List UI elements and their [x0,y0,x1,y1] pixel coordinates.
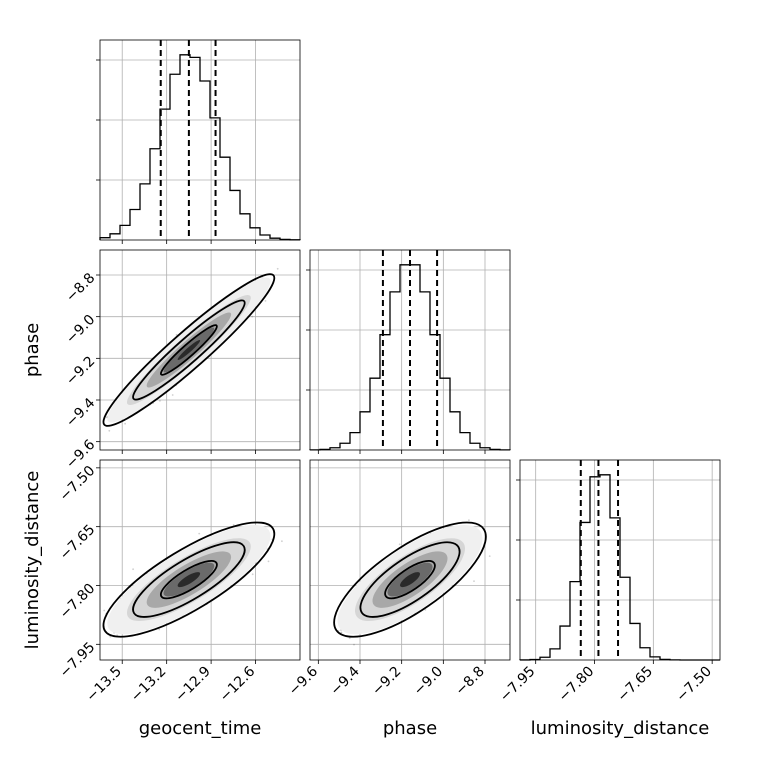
x-tick-label: −9.4 [327,663,362,698]
y-axis-label-luminosity_distance: luminosity_distance [22,471,43,650]
scatter-point [124,422,126,425]
y-tick-label: −7.95 [57,639,99,681]
x-tick-label: −9.0 [411,664,446,699]
y-tick-label: −8.8 [63,270,98,305]
x-tick-label: −9.2 [369,664,404,699]
panel-phase [306,249,511,454]
scatter-point [82,437,84,439]
y-tick-label: −9.0 [63,312,98,347]
scatter-point [158,628,161,631]
x-tick-label: −12.6 [217,663,259,705]
x-axis-label-geocent_time: geocent_time [139,718,262,739]
x-tick-label: −7.95 [497,664,539,706]
x-tick-label: −7.50 [673,664,715,706]
contour-0.86 [359,541,461,618]
scatter-point [340,631,343,634]
scatter-point [251,315,254,318]
contour-0.99 [102,521,276,638]
x-tick-label: −13.2 [128,664,170,706]
x-tick-label: −7.65 [615,664,657,706]
panel-frame [99,459,301,661]
panel-luminosity_distance: −7.95 −7.80 −7.65 −7.50 [497,459,721,706]
scatter-point [516,530,518,532]
x-tick-label: −12.9 [172,664,214,706]
density-shade [177,340,201,361]
contour-0.86 [132,299,246,401]
y-tick-label: −7.65 [57,522,99,564]
panel-geocent_time [96,39,301,244]
y-tick-label: −9.6 [63,437,98,472]
scatter-point [103,609,106,612]
scatter-points [93,521,283,638]
scatter-points [82,267,279,439]
histogram-geocent_time [99,54,301,241]
contour-0.99 [102,273,276,427]
scatter-points [333,519,518,646]
panel-frame [99,249,301,451]
histogram-luminosity_distance [519,474,720,661]
scatter-point [264,300,267,302]
y-axis-label-phase: phase [22,323,43,377]
contour-0.39 [160,559,218,600]
scatter-point [473,580,475,582]
scatter-point [90,423,92,425]
scatter-point [348,637,351,640]
contour-0.39 [384,559,436,600]
panel-frame [519,459,721,661]
scatter-point [281,540,283,543]
panel-frame [99,39,301,241]
x-tick-label: −7.80 [556,664,598,706]
y-tick-label: −7.50 [57,463,99,505]
scatter-point [198,532,201,535]
density-shade [399,572,420,588]
scatter-point [488,555,491,557]
panel-frame [309,249,511,451]
scatter-point [132,568,135,571]
scatter-point [175,333,178,336]
y-tick-label: −7.80 [57,581,99,623]
scatter-point [424,608,427,611]
scatter-point [353,643,355,646]
x-tick-label: −13.5 [83,664,125,706]
y-tick-label: −9.2 [63,353,98,388]
panel-geocent_time-vs-luminosity_distance: −7.95 −7.80 −7.65 −7.50 −13.5 −13.2 −12.9 −12.6 [57,459,301,706]
density-shade [177,572,201,588]
scatter-point [232,524,235,526]
scatter-point [251,573,254,576]
scatter-point [267,560,270,563]
scatter-point [468,519,470,522]
x-axis-label-luminosity_distance: luminosity_distance [531,718,710,739]
x-axis-label-phase: phase [383,718,437,739]
scatter-point [108,429,111,432]
x-tick-label: −8.8 [452,664,487,699]
panel-phase-vs-luminosity_distance: −9.6 −9.4 −9.2 −9.0 −8.8 [286,459,518,699]
scatter-point [276,267,279,270]
panel-geocent_time-vs-phase: −9.6 −9.4 −9.2 −9.0 −8.8 [63,249,301,472]
contour-0.99 [333,521,487,638]
y-tick-label: −9.4 [63,395,98,430]
scatter-point [398,543,401,546]
panel-frame [309,459,511,661]
x-tick-label: −9.6 [286,663,321,698]
contour-0.86 [132,541,246,618]
scatter-point [93,606,95,608]
scatter-point [116,634,118,637]
scatter-point [171,394,174,396]
scatter-point [159,400,161,402]
contour-0.39 [160,324,218,376]
